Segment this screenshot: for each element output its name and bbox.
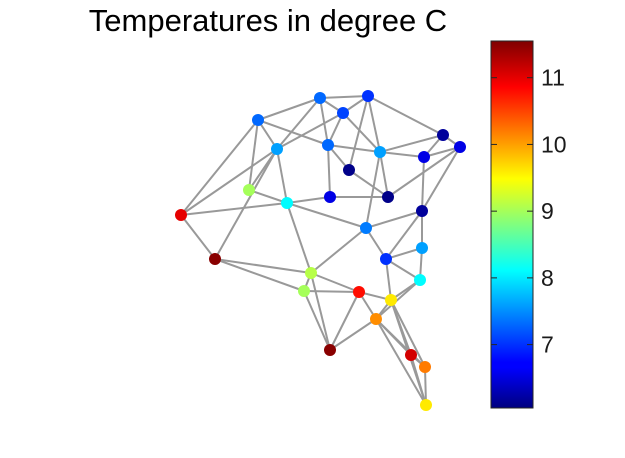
graph-edge xyxy=(310,227,367,274)
graph-node xyxy=(305,267,317,279)
colorbar-tick-label: 9 xyxy=(541,198,554,224)
graph-node xyxy=(353,286,365,298)
graph-node xyxy=(385,294,397,306)
graph-edge xyxy=(385,258,421,281)
graph-edge xyxy=(310,272,331,351)
graph-edge xyxy=(248,119,259,191)
graph-edge xyxy=(257,119,329,146)
graph-edge xyxy=(379,134,444,153)
graph-edge xyxy=(385,210,423,260)
colorbar-tick-label: 8 xyxy=(541,265,554,291)
graph-nodes xyxy=(175,90,466,411)
graph-node xyxy=(314,92,326,104)
graph-node xyxy=(281,197,293,209)
graph-edge xyxy=(310,272,360,293)
graph-edge xyxy=(180,148,278,216)
graph-node xyxy=(362,90,374,102)
graph-node xyxy=(360,222,372,234)
graph-edge xyxy=(365,151,381,229)
graph-edge xyxy=(375,318,427,406)
graph-edge xyxy=(385,258,392,301)
graph-node xyxy=(271,143,283,155)
graph-edge xyxy=(390,299,426,368)
colorbar-gradient xyxy=(491,41,533,408)
graph-edge xyxy=(410,354,427,406)
graph-edge xyxy=(424,366,427,406)
graph-node xyxy=(414,274,426,286)
graph-node xyxy=(370,313,382,325)
graph-node xyxy=(322,139,334,151)
graph-edge xyxy=(342,112,381,153)
graph-node xyxy=(209,253,221,265)
graph-edge xyxy=(286,202,367,229)
graph-edge xyxy=(327,144,331,198)
graph-node xyxy=(324,344,336,356)
graph-edge xyxy=(375,279,421,320)
graph-edge xyxy=(365,210,423,229)
graph-edge xyxy=(348,169,389,198)
graph-node xyxy=(382,191,394,203)
colorbar-frame xyxy=(490,40,534,409)
graph-edge xyxy=(329,291,360,351)
graph-node xyxy=(380,253,392,265)
graph-edge xyxy=(180,214,216,260)
graph-edge xyxy=(348,95,369,171)
graph-node xyxy=(343,164,355,176)
graph-edge xyxy=(367,95,381,153)
graph-edge xyxy=(303,290,331,351)
graph-node xyxy=(374,146,386,158)
graph-edge xyxy=(214,258,305,292)
graph-edge xyxy=(365,227,387,260)
graph-edge xyxy=(421,156,425,212)
graph-node xyxy=(420,399,432,411)
graph-edge xyxy=(423,146,461,158)
graph-edge xyxy=(379,151,425,158)
graph-node xyxy=(324,191,336,203)
graph-node xyxy=(416,205,428,217)
graph-edge xyxy=(367,95,444,136)
graph-edge xyxy=(276,97,321,150)
chart-title: Temperatures in degree C xyxy=(89,3,447,38)
graph-edge xyxy=(385,247,423,260)
graph-edge xyxy=(421,146,461,212)
graph-edge xyxy=(319,97,329,146)
graph-edge xyxy=(276,148,288,204)
graph-edge xyxy=(257,97,321,121)
graph-node xyxy=(243,184,255,196)
graph-edge xyxy=(286,202,312,274)
colorbar: 7 8 9 10 11 xyxy=(490,40,567,409)
graph-edge xyxy=(329,318,377,351)
graph-node xyxy=(298,285,310,297)
graph-edge xyxy=(276,112,344,150)
graph-node xyxy=(405,349,417,361)
graph-node xyxy=(419,361,431,373)
graph-node xyxy=(337,107,349,119)
colorbar-ticks: 7 8 9 10 11 xyxy=(491,65,567,358)
colorbar-tick-label: 10 xyxy=(541,131,567,157)
colorbar-tick-label: 7 xyxy=(541,332,554,358)
graph-edge xyxy=(319,95,369,99)
graph-edge xyxy=(214,148,278,260)
graph-node xyxy=(416,242,428,254)
graph-node xyxy=(437,129,449,141)
graph-edge xyxy=(327,144,381,153)
graph-edge xyxy=(286,196,331,204)
graph-node xyxy=(418,151,430,163)
graph-node xyxy=(252,114,264,126)
graph-edge xyxy=(214,258,312,274)
graph-node xyxy=(454,141,466,153)
graph-edge xyxy=(379,151,389,198)
graph-edge xyxy=(180,202,288,216)
graph-node xyxy=(175,209,187,221)
graph-edge xyxy=(303,290,360,293)
graph-edge xyxy=(180,119,259,216)
colorbar-tick-label: 11 xyxy=(541,65,565,91)
graph-edge xyxy=(248,189,288,204)
